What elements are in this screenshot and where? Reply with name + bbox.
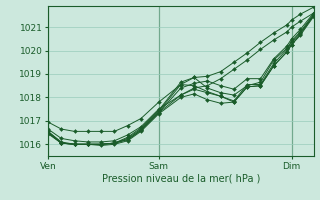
X-axis label: Pression niveau de la mer( hPa ): Pression niveau de la mer( hPa ) [102, 173, 260, 183]
